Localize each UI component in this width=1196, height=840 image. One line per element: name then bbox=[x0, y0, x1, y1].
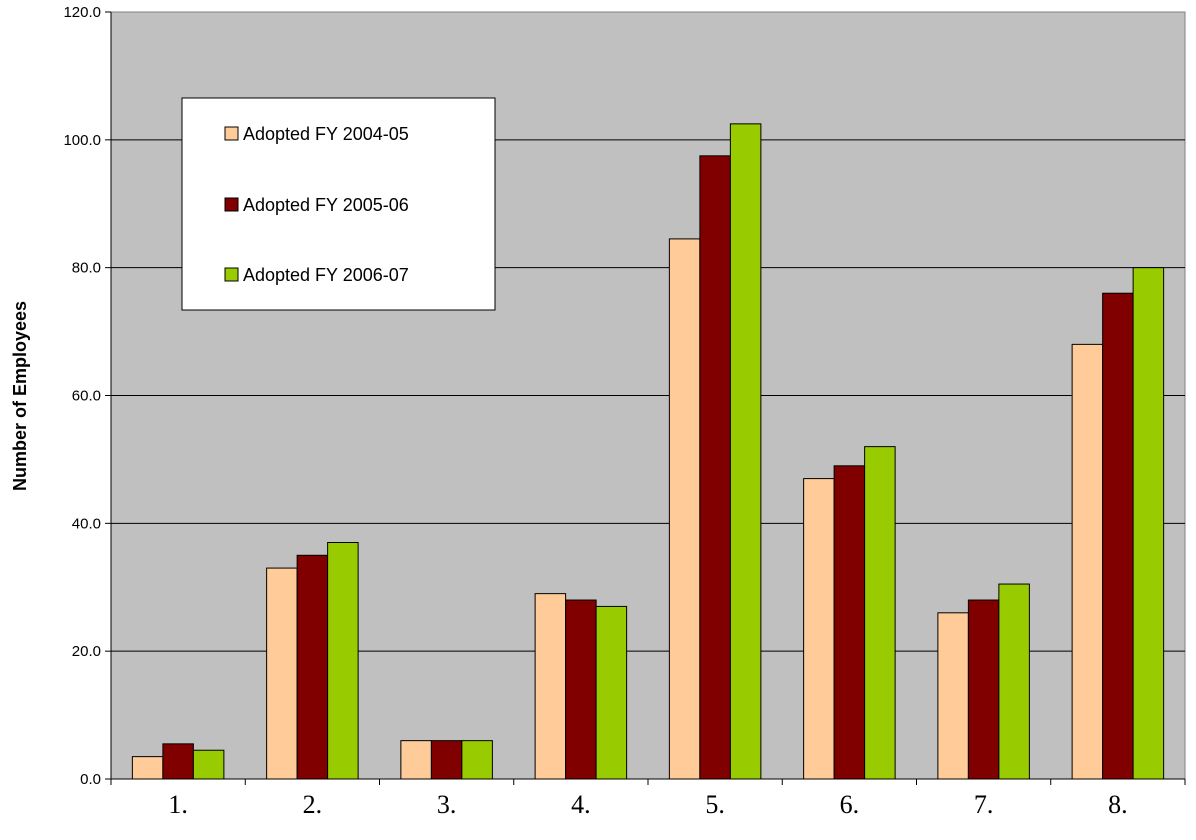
bar bbox=[937, 612, 969, 780]
bar bbox=[998, 583, 1030, 780]
bar bbox=[461, 740, 493, 780]
bar bbox=[192, 749, 225, 780]
bars bbox=[131, 123, 1165, 780]
x-tick-label: 8. bbox=[1108, 790, 1128, 819]
y-tick-label: 0.0 bbox=[80, 771, 101, 788]
x-tick-label: 7. bbox=[974, 790, 994, 819]
bar bbox=[430, 740, 463, 780]
y-tick-label: 80.0 bbox=[72, 260, 101, 277]
x-tick-label: 2. bbox=[303, 790, 323, 819]
legend-swatch bbox=[224, 197, 239, 212]
y-tick-label: 120.0 bbox=[63, 4, 101, 21]
bar bbox=[327, 542, 359, 780]
y-axis: 0.0 20.0 40.0 60.0 80.0 100.0 120.0 bbox=[63, 4, 112, 788]
bar bbox=[864, 446, 896, 780]
bar bbox=[1102, 292, 1134, 780]
y-tick-label: 100.0 bbox=[63, 132, 101, 149]
bar bbox=[400, 740, 432, 780]
legend-label: Adopted FY 2006-07 bbox=[243, 265, 409, 285]
x-tick-label: 1. bbox=[168, 790, 188, 819]
bar bbox=[833, 465, 866, 780]
legend-label: Adopted FY 2004-05 bbox=[243, 124, 409, 144]
bar bbox=[131, 756, 164, 780]
y-tick-label: 60.0 bbox=[72, 388, 101, 405]
bar bbox=[296, 554, 329, 780]
bar bbox=[1071, 343, 1104, 780]
legend-swatch bbox=[224, 126, 239, 141]
bar bbox=[565, 599, 597, 780]
legend: Adopted FY 2004-05 Adopted FY 2005-06 Ad… bbox=[181, 97, 496, 311]
bar bbox=[699, 155, 731, 780]
y-axis-label: Number of Employees bbox=[10, 301, 30, 491]
bar bbox=[803, 478, 835, 780]
y-tick-label: 40.0 bbox=[72, 515, 101, 532]
legend-item: Adopted FY 2005-06 bbox=[224, 195, 409, 215]
bar bbox=[967, 599, 1000, 780]
bar bbox=[729, 123, 762, 780]
y-tick-label: 20.0 bbox=[72, 643, 101, 660]
bar bbox=[162, 743, 194, 780]
legend-swatch bbox=[224, 267, 239, 282]
bar bbox=[668, 238, 701, 780]
bar bbox=[534, 593, 567, 780]
bar bbox=[266, 567, 298, 780]
x-axis: 1. 2. 3. 4. 5. 6. 7. 8. bbox=[110, 778, 1186, 819]
legend-label: Adopted FY 2005-06 bbox=[243, 195, 409, 215]
x-tick-label: 5. bbox=[705, 790, 725, 819]
x-tick-label: 4. bbox=[571, 790, 591, 819]
bar bbox=[595, 605, 628, 780]
legend-item: Adopted FY 2006-07 bbox=[224, 265, 409, 285]
x-tick-label: 3. bbox=[437, 790, 457, 819]
x-tick-label: 6. bbox=[840, 790, 860, 819]
bar bbox=[1132, 267, 1165, 780]
legend-item: Adopted FY 2004-05 bbox=[224, 124, 409, 144]
